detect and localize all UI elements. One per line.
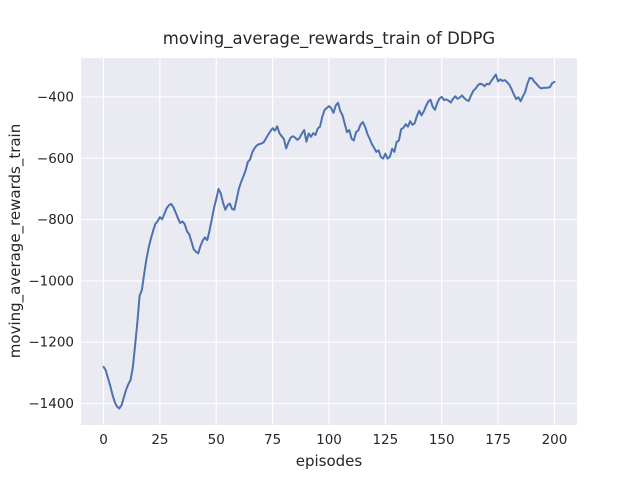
x-tick-label: 25 <box>151 432 168 448</box>
tick-labels: 0 25 50 75 100 125 150 175 200 −400 −600 −800 −1000 −… <box>28 89 567 448</box>
y-tick-label: −600 <box>37 151 74 167</box>
x-tick-label: 150 <box>429 432 455 448</box>
x-tick-label: 175 <box>485 432 511 448</box>
y-tick-label: −1200 <box>28 335 74 351</box>
x-axis-label: episodes <box>296 452 363 470</box>
x-tick-label: 50 <box>208 432 225 448</box>
y-axis-label: moving_average_rewards_train <box>6 124 25 358</box>
data-line <box>102 73 556 410</box>
x-tick-label: 0 <box>99 432 108 448</box>
x-tick-label: 100 <box>316 432 342 448</box>
y-tick-label: −800 <box>37 212 74 228</box>
y-tick-label: −1000 <box>28 273 74 289</box>
y-tick-label: −1400 <box>28 396 74 412</box>
grid-lines <box>81 58 577 425</box>
x-tick-label: 200 <box>542 432 568 448</box>
data-line-layer <box>102 73 556 410</box>
x-tick-label: 125 <box>372 432 398 448</box>
chart-title: moving_average_rewards_train of DDPG <box>163 29 495 49</box>
x-tick-label: 75 <box>264 432 281 448</box>
y-tick-label: −400 <box>37 89 74 105</box>
